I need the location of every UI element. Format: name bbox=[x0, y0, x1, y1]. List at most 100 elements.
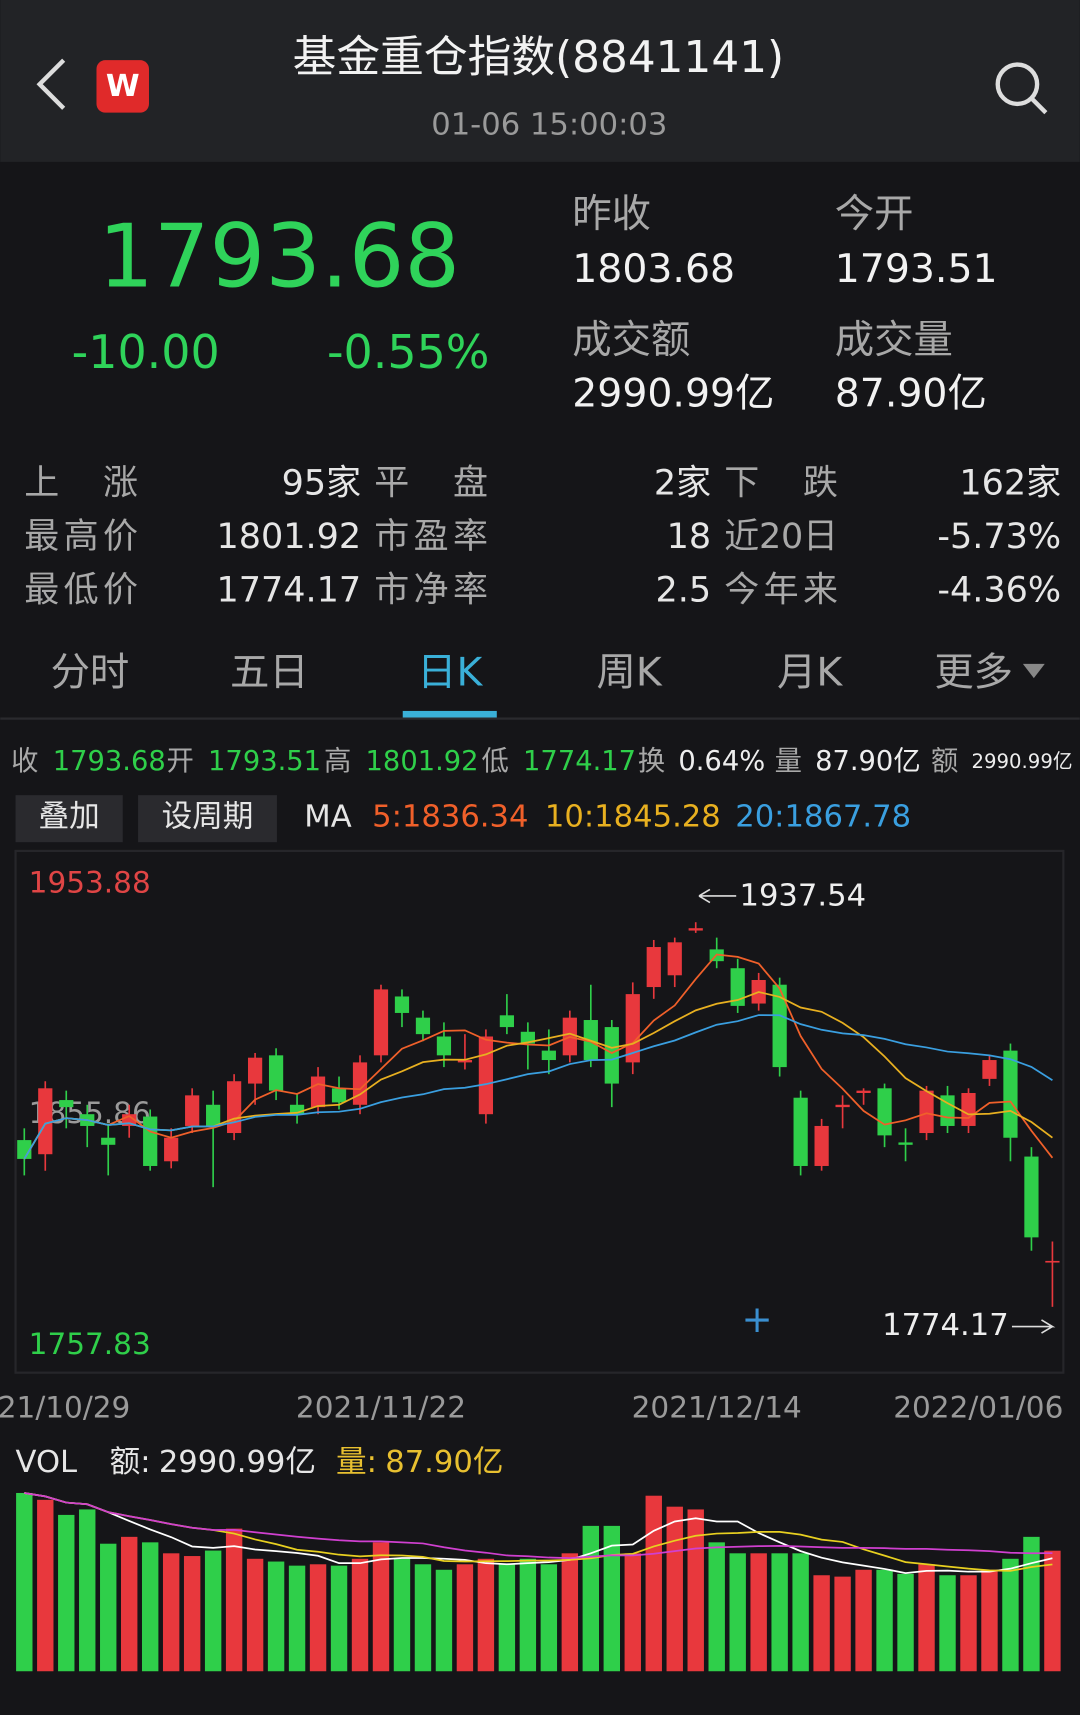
info-label: 高 bbox=[324, 746, 351, 777]
candle-body bbox=[814, 1125, 829, 1166]
candle-body bbox=[185, 1095, 200, 1126]
volume-bar bbox=[771, 1553, 788, 1672]
candle-body bbox=[38, 1088, 53, 1155]
change-pct: -0.55% bbox=[327, 325, 489, 379]
volume-bar bbox=[540, 1564, 558, 1672]
ma-line bbox=[23, 953, 1054, 1160]
volume-bar bbox=[162, 1553, 180, 1672]
info-label: 低 bbox=[481, 746, 508, 777]
tab[interactable]: 日K bbox=[417, 649, 483, 695]
candle-body bbox=[961, 1093, 976, 1126]
ma-label: MA bbox=[304, 800, 351, 835]
volume-bar bbox=[750, 1553, 767, 1672]
button[interactable]: 设周期 bbox=[162, 800, 254, 835]
candle-body bbox=[289, 1104, 305, 1115]
vol-ma-line bbox=[24, 1492, 1053, 1559]
volume-bar bbox=[834, 1576, 851, 1672]
candle-body bbox=[646, 947, 661, 988]
candle-body bbox=[667, 942, 682, 976]
tab[interactable]: 更多 bbox=[934, 649, 1013, 695]
volume-bar bbox=[141, 1542, 159, 1672]
candle-body bbox=[227, 1081, 242, 1134]
app-icon[interactable] bbox=[96, 60, 149, 113]
volume-bar bbox=[729, 1553, 746, 1672]
back-button[interactable] bbox=[36, 58, 66, 110]
candle-body bbox=[164, 1137, 179, 1162]
volume-bar bbox=[267, 1561, 285, 1672]
ma-value: 10:1845.28 bbox=[545, 800, 721, 835]
crosshair-button[interactable]: + bbox=[742, 1297, 773, 1341]
info-value: 1793.68 bbox=[53, 746, 166, 777]
top-bar bbox=[0, 0, 1080, 162]
volume-bar bbox=[981, 1569, 998, 1672]
volume-bar bbox=[582, 1525, 600, 1672]
volume-bar bbox=[918, 1564, 935, 1672]
vol-amount-label: 额: bbox=[110, 1445, 151, 1480]
tab[interactable]: 周K bbox=[597, 649, 663, 695]
volume-bar bbox=[498, 1564, 516, 1672]
volume-bar bbox=[37, 1499, 54, 1672]
vol-label: VOL bbox=[16, 1445, 78, 1480]
field-label: 成交额 bbox=[572, 317, 690, 363]
candle-body bbox=[478, 1036, 494, 1115]
candle-body bbox=[247, 1057, 263, 1084]
volume-bar bbox=[897, 1573, 914, 1672]
candle-body bbox=[730, 968, 745, 1006]
volume-bar bbox=[58, 1514, 75, 1672]
volume-bar bbox=[372, 1542, 390, 1672]
vol-ma-line bbox=[24, 1492, 1053, 1574]
x-tick-label: 2021/10/29 bbox=[0, 1390, 130, 1424]
volume-bar bbox=[330, 1565, 348, 1672]
volume-bar bbox=[456, 1564, 474, 1672]
ma-value: 20:1867.78 bbox=[735, 800, 911, 835]
button-bg[interactable] bbox=[15, 795, 123, 843]
candle-body bbox=[394, 996, 410, 1013]
candle-body bbox=[856, 1090, 871, 1094]
volume-bar bbox=[813, 1575, 830, 1672]
candle-body bbox=[331, 1088, 347, 1103]
volume-bar bbox=[225, 1528, 243, 1672]
candle-body bbox=[919, 1090, 934, 1134]
info-value: 0.64% bbox=[678, 746, 765, 777]
candle-body bbox=[415, 1017, 431, 1035]
volume-bar bbox=[939, 1575, 956, 1672]
candle-body bbox=[310, 1076, 326, 1108]
stat-label: 上涨 bbox=[24, 464, 138, 504]
high-label: 1937.54 bbox=[739, 879, 866, 914]
candle-body bbox=[206, 1104, 221, 1126]
volume-bar bbox=[477, 1558, 495, 1672]
volume-bar bbox=[414, 1564, 432, 1672]
field-label: 昨收 bbox=[572, 191, 651, 237]
volume-bar bbox=[246, 1558, 264, 1672]
candle-body bbox=[1024, 1156, 1039, 1238]
candle-body bbox=[835, 1104, 850, 1108]
volume-bar bbox=[708, 1542, 725, 1672]
button-bg[interactable] bbox=[138, 795, 277, 843]
candle-body bbox=[1045, 1260, 1060, 1263]
tab[interactable]: 月K bbox=[777, 649, 843, 695]
volume-bar bbox=[100, 1543, 117, 1672]
candle-body bbox=[898, 1142, 913, 1145]
button[interactable]: 叠加 bbox=[39, 800, 100, 835]
y-tick-label: 1953.88 bbox=[29, 865, 151, 899]
info-value: 2990.99亿 bbox=[971, 750, 1072, 773]
volume-bar bbox=[204, 1550, 222, 1672]
tab[interactable]: 五日 bbox=[230, 649, 309, 695]
candle-body bbox=[59, 1100, 74, 1108]
change: -10.00 bbox=[72, 325, 220, 379]
tab-indicator bbox=[402, 710, 497, 718]
price: 1793.68 bbox=[98, 205, 460, 307]
field-value: 87.90亿 bbox=[835, 370, 987, 416]
title: 基金重仓指数(8841141) bbox=[293, 32, 784, 83]
candle-body bbox=[688, 928, 703, 931]
tab[interactable]: 分时 bbox=[51, 649, 130, 695]
volume-bar bbox=[288, 1565, 306, 1672]
volume-bar bbox=[1023, 1536, 1040, 1672]
volume-bar bbox=[351, 1558, 369, 1672]
candle-body bbox=[772, 984, 787, 1068]
volume-bar bbox=[183, 1556, 201, 1672]
low-arrow bbox=[1011, 1319, 1056, 1334]
search-button[interactable] bbox=[995, 62, 1048, 115]
candle-body bbox=[457, 1060, 473, 1063]
candle-body bbox=[122, 1114, 137, 1126]
